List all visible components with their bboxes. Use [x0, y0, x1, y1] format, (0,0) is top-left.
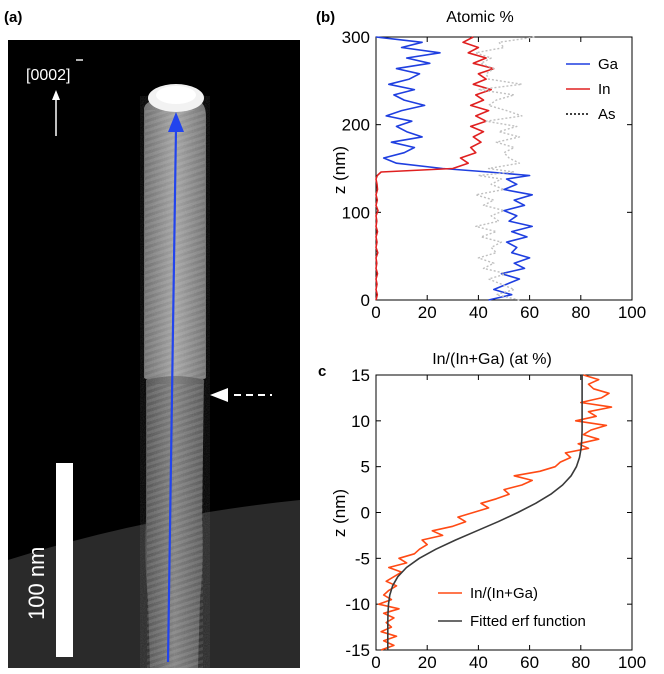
y-tick-label: -5	[355, 549, 370, 568]
chart-in-fraction: c In/(In+Ga) (at %) z (nm) 0 20 40 60 80 100-…	[318, 351, 646, 672]
panel-c-label: c	[318, 363, 326, 380]
chart-b-title: Atomic %	[446, 9, 514, 26]
chart-b-series	[375, 36, 535, 301]
series-line-ga	[375, 36, 534, 301]
x-tick-label: 20	[418, 303, 437, 322]
series-line-in-in-ga-	[377, 374, 613, 651]
chart-b-ylabel: z (nm)	[330, 146, 349, 194]
chart-c-legend: In/(In+Ga) Fitted erf function	[438, 585, 586, 630]
series-line-as	[475, 36, 535, 301]
interface-marker-arrowhead	[210, 388, 228, 402]
series-line-in	[375, 36, 495, 301]
y-tick-label: 300	[342, 28, 370, 47]
legend-label: Ga	[598, 56, 619, 73]
x-tick-label: 0	[371, 653, 380, 672]
y-tick-label: 0	[361, 504, 370, 523]
chart-c-axes: 0 20 40 60 80 100 -15 -10 -5 0 5 10 15	[345, 366, 646, 672]
crystal-direction-label: [0002]	[26, 67, 70, 84]
x-tick-label: 100	[618, 653, 646, 672]
x-tick-label: 80	[571, 653, 590, 672]
y-tick-label: -10	[345, 595, 370, 614]
chart-b-legend: Ga In As	[566, 56, 619, 123]
scale-bar	[56, 463, 73, 657]
growth-arrow-head	[168, 112, 184, 132]
y-tick-label: 200	[342, 116, 370, 135]
y-tick-label: -15	[345, 641, 370, 660]
chart-b-axes: 0 20 40 60 80 100 0 100 200 300	[342, 28, 647, 322]
legend-label: In	[598, 81, 611, 98]
scale-bar-label: 100 nm	[24, 547, 49, 620]
chart-atomic-percent: (b) Atomic % z (nm) 0 20 40 60 80 100 0 100 200 3…	[316, 9, 646, 322]
y-tick-label: 10	[351, 412, 370, 431]
growth-direction-arrow	[166, 127, 178, 663]
x-tick-label: 0	[371, 303, 380, 322]
plot-frame	[375, 36, 633, 301]
panel-a-label: (a)	[4, 9, 22, 26]
y-tick-label: 0	[361, 291, 370, 310]
legend-label: As	[598, 106, 616, 123]
chart-c-title: In/(In+Ga) (at %)	[432, 351, 552, 368]
legend-label: Fitted erf function	[470, 613, 586, 630]
chart-c-ylabel: z (nm)	[330, 489, 349, 537]
y-tick-label: 100	[342, 203, 370, 222]
x-tick-label: 60	[520, 303, 539, 322]
y-tick-label: 5	[361, 458, 370, 477]
catalyst-droplet-highlight	[156, 86, 196, 104]
legend-label: In/(In+Ga)	[470, 585, 538, 602]
chart-c-series	[377, 374, 613, 651]
panel-b-label: (b)	[316, 9, 335, 26]
x-tick-label: 100	[618, 303, 646, 322]
y-tick-label: 15	[351, 366, 370, 385]
direction-arrow-head	[52, 90, 60, 100]
series-line-fitted-erf-function	[386, 375, 583, 650]
x-tick-label: 80	[571, 303, 590, 322]
micrograph-panel: (a) [0002] 100 nm	[4, 9, 300, 668]
x-tick-label: 40	[469, 303, 488, 322]
x-tick-label: 60	[520, 653, 539, 672]
x-tick-label: 40	[469, 653, 488, 672]
x-tick-label: 20	[418, 653, 437, 672]
